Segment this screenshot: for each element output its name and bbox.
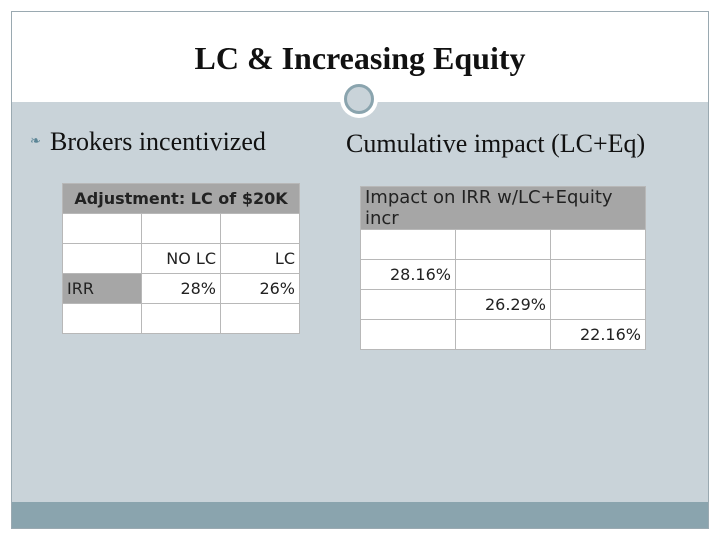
table-cell <box>360 229 456 260</box>
impact-table: Impact on IRR w/LC+Equity incr 28.16% 26… <box>360 186 646 350</box>
table-cell <box>550 229 646 260</box>
irr-lc-value: 26% <box>220 273 300 304</box>
circle-ring-icon <box>340 80 378 118</box>
impact-value-1: 28.16% <box>360 259 456 290</box>
table-cell <box>220 303 300 334</box>
table-cell <box>62 213 142 244</box>
table-row: NO LC LC <box>62 243 300 274</box>
table-row: 22.16% <box>360 319 646 350</box>
bullet-glyph-icon: ❧ <box>30 134 41 149</box>
row-label-irr: IRR <box>62 273 142 304</box>
slide: LC & Increasing Equity ❧ Brokers incenti… <box>11 11 709 529</box>
col-header-no-lc: NO LC <box>141 243 221 274</box>
cumulative-heading: Cumulative impact (LC+Eq) <box>346 129 646 158</box>
table-row: 26.29% <box>360 289 646 320</box>
table-row: 28.16% <box>360 259 646 290</box>
table-row: Adjustment: LC of $20K <box>62 183 300 214</box>
footer-bar <box>12 502 708 528</box>
table-cell <box>62 243 142 274</box>
impact-value-3: 22.16% <box>550 319 646 350</box>
table-cell <box>360 289 456 320</box>
bullet-text: Brokers incentivized <box>50 127 266 156</box>
bullet-brokers: ❧ Brokers incentivized <box>30 127 266 157</box>
table-row <box>62 303 300 334</box>
table-row: IRR 28% 26% <box>62 273 300 304</box>
col-header-lc: LC <box>220 243 300 274</box>
slide-title: LC & Increasing Equity <box>194 40 526 76</box>
table-cell <box>455 259 551 290</box>
table-title: Impact on IRR w/LC+Equity incr <box>360 186 646 230</box>
table-cell <box>62 303 142 334</box>
table-cell <box>455 319 551 350</box>
table-cell <box>360 319 456 350</box>
irr-no-lc-value: 28% <box>141 273 221 304</box>
impact-value-2: 26.29% <box>455 289 551 320</box>
table-cell <box>455 229 551 260</box>
table-row <box>360 229 646 260</box>
table-row <box>62 213 300 244</box>
adjustment-table: Adjustment: LC of $20K NO LC LC IRR 28% … <box>62 183 300 334</box>
table-row: Impact on IRR w/LC+Equity incr <box>360 186 646 230</box>
table-cell <box>141 303 221 334</box>
table-cell <box>550 259 646 290</box>
table-title: Adjustment: LC of $20K <box>62 183 300 214</box>
table-cell <box>550 289 646 320</box>
table-cell <box>220 213 300 244</box>
circle-ring-inner <box>344 84 374 114</box>
table-cell <box>141 213 221 244</box>
